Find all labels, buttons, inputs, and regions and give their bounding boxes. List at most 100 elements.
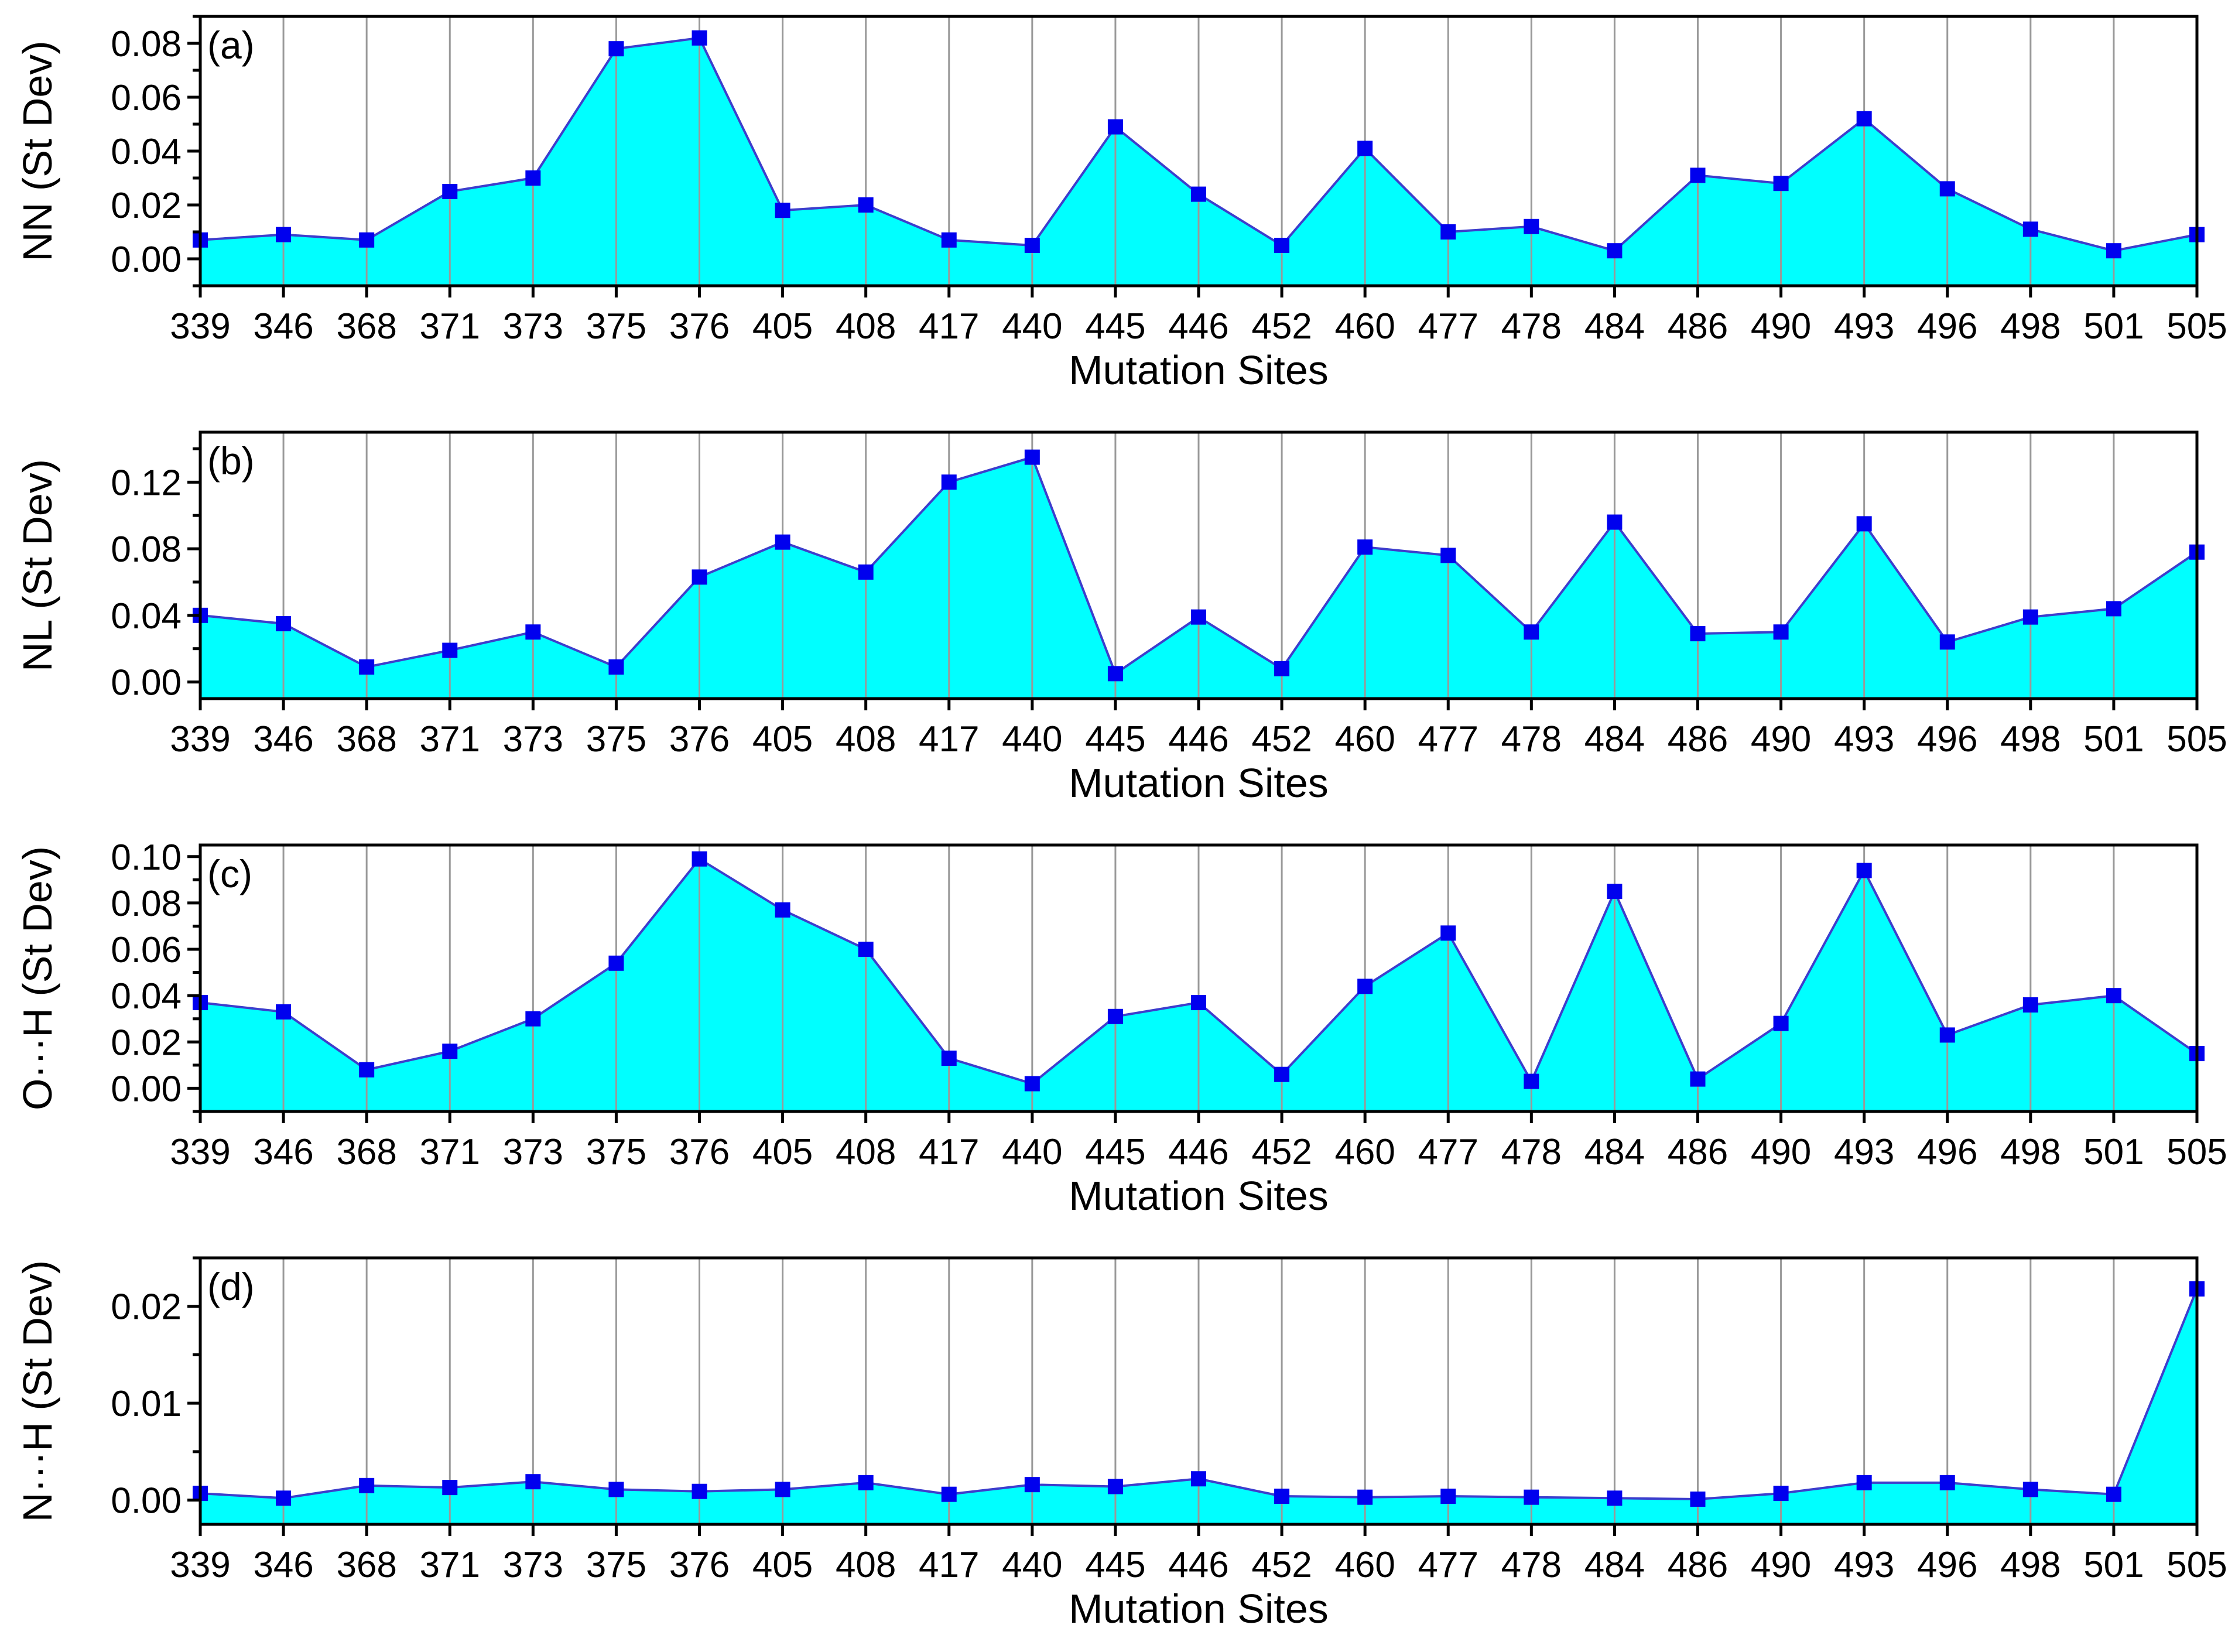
x-axis-title: Mutation Sites xyxy=(1069,347,1329,393)
y-tick-label: 0.12 xyxy=(111,463,182,503)
x-tick-label: 339 xyxy=(170,306,230,347)
data-point-408 xyxy=(858,197,874,213)
x-tick-label: 446 xyxy=(1168,306,1228,347)
x-tick-label: 501 xyxy=(2083,1132,2144,1172)
y-axis-title: NN (St Dev) xyxy=(15,40,60,261)
x-tick-label: 373 xyxy=(503,306,563,347)
data-point-371 xyxy=(442,1044,458,1059)
x-tick-label: 408 xyxy=(836,306,896,347)
data-point-498 xyxy=(2022,221,2038,237)
data-point-445 xyxy=(1107,1008,1123,1024)
x-tick-label: 405 xyxy=(752,1132,813,1172)
x-tick-label: 498 xyxy=(2000,1545,2061,1585)
data-point-408 xyxy=(858,564,874,580)
x-tick-label: 486 xyxy=(1668,1132,1728,1172)
data-point-408 xyxy=(858,942,874,957)
x-tick-label: 477 xyxy=(1418,719,1478,760)
y-tick-label: 0.00 xyxy=(111,1069,182,1109)
x-axis-title: Mutation Sites xyxy=(1069,1586,1329,1632)
x-tick-label: 486 xyxy=(1668,1545,1728,1585)
panel-label: (a) xyxy=(207,23,255,67)
data-point-368 xyxy=(359,232,375,248)
data-point-484 xyxy=(1607,1490,1623,1506)
x-tick-label: 346 xyxy=(253,1545,313,1585)
data-point-486 xyxy=(1690,167,1706,183)
x-tick-label: 490 xyxy=(1751,1132,1811,1172)
x-tick-label: 490 xyxy=(1751,306,1811,347)
data-point-373 xyxy=(525,1474,541,1490)
data-point-496 xyxy=(1939,1475,1955,1490)
x-tick-label: 417 xyxy=(919,1545,979,1585)
data-point-486 xyxy=(1690,1071,1706,1087)
data-point-498 xyxy=(2022,997,2038,1013)
x-tick-label: 477 xyxy=(1418,1545,1478,1585)
y-tick-label: 0.10 xyxy=(111,837,182,878)
data-point-477 xyxy=(1440,1489,1456,1504)
x-tick-label: 496 xyxy=(1917,1545,1977,1585)
y-tick-label: 0.00 xyxy=(111,1481,182,1521)
x-tick-label: 368 xyxy=(336,719,396,760)
x-tick-label: 440 xyxy=(1002,719,1062,760)
x-tick-label: 375 xyxy=(586,719,646,760)
data-point-446 xyxy=(1191,186,1206,202)
x-tick-label: 371 xyxy=(420,1545,480,1585)
data-point-478 xyxy=(1524,1489,1539,1505)
x-tick-label: 498 xyxy=(2000,1132,2061,1172)
data-point-375 xyxy=(608,659,624,675)
x-tick-label: 445 xyxy=(1085,1132,1145,1172)
data-point-477 xyxy=(1440,224,1456,240)
x-tick-label: 408 xyxy=(836,1545,896,1585)
data-point-478 xyxy=(1524,218,1539,234)
x-tick-label: 477 xyxy=(1418,1132,1478,1172)
x-tick-label: 405 xyxy=(752,306,813,347)
x-tick-label: 493 xyxy=(1834,306,1894,347)
x-tick-label: 417 xyxy=(919,306,979,347)
x-tick-label: 408 xyxy=(836,719,896,760)
data-point-477 xyxy=(1440,548,1456,563)
data-point-478 xyxy=(1524,1073,1539,1089)
x-tick-label: 339 xyxy=(170,719,230,760)
data-point-446 xyxy=(1191,1471,1206,1487)
data-point-478 xyxy=(1524,624,1539,640)
data-point-375 xyxy=(608,1482,624,1497)
x-tick-label: 368 xyxy=(336,306,396,347)
data-point-452 xyxy=(1274,1489,1290,1504)
y-tick-label: 0.02 xyxy=(111,1287,182,1328)
data-point-490 xyxy=(1773,624,1789,640)
data-point-452 xyxy=(1274,238,1290,253)
data-point-498 xyxy=(2022,1482,2038,1497)
data-point-490 xyxy=(1773,1486,1789,1501)
data-point-376 xyxy=(692,569,707,585)
data-point-405 xyxy=(775,203,790,218)
data-point-460 xyxy=(1357,539,1373,555)
x-tick-label: 501 xyxy=(2083,719,2144,760)
x-tick-label: 368 xyxy=(336,1132,396,1172)
x-tick-label: 460 xyxy=(1334,306,1395,347)
x-tick-label: 460 xyxy=(1334,719,1395,760)
data-point-417 xyxy=(941,1486,957,1502)
data-point-484 xyxy=(1607,884,1623,899)
panel-c: 0.00 0.02 0.04 0.06 0.08 0.10 339 346 368 371 373 3… xyxy=(15,837,2227,1219)
data-point-440 xyxy=(1024,449,1040,465)
x-tick-label: 405 xyxy=(752,1545,813,1585)
data-point-446 xyxy=(1191,609,1206,625)
x-tick-label: 452 xyxy=(1251,1132,1312,1172)
x-tick-label: 445 xyxy=(1085,306,1145,347)
data-point-373 xyxy=(525,170,541,186)
x-tick-label: 486 xyxy=(1668,719,1728,760)
data-point-445 xyxy=(1107,1479,1123,1494)
data-point-501 xyxy=(2106,243,2121,259)
data-point-501 xyxy=(2106,601,2121,617)
data-point-368 xyxy=(359,1062,375,1078)
x-tick-label: 478 xyxy=(1501,1132,1562,1172)
x-tick-label: 484 xyxy=(1584,306,1645,347)
x-tick-label: 376 xyxy=(669,1132,730,1172)
x-tick-label: 505 xyxy=(2166,306,2227,347)
data-point-498 xyxy=(2022,609,2038,625)
x-tick-label: 490 xyxy=(1751,719,1811,760)
data-point-452 xyxy=(1274,661,1290,676)
data-point-460 xyxy=(1357,1489,1373,1505)
data-point-486 xyxy=(1690,626,1706,642)
data-point-405 xyxy=(775,534,790,550)
x-tick-label: 376 xyxy=(669,1545,730,1585)
